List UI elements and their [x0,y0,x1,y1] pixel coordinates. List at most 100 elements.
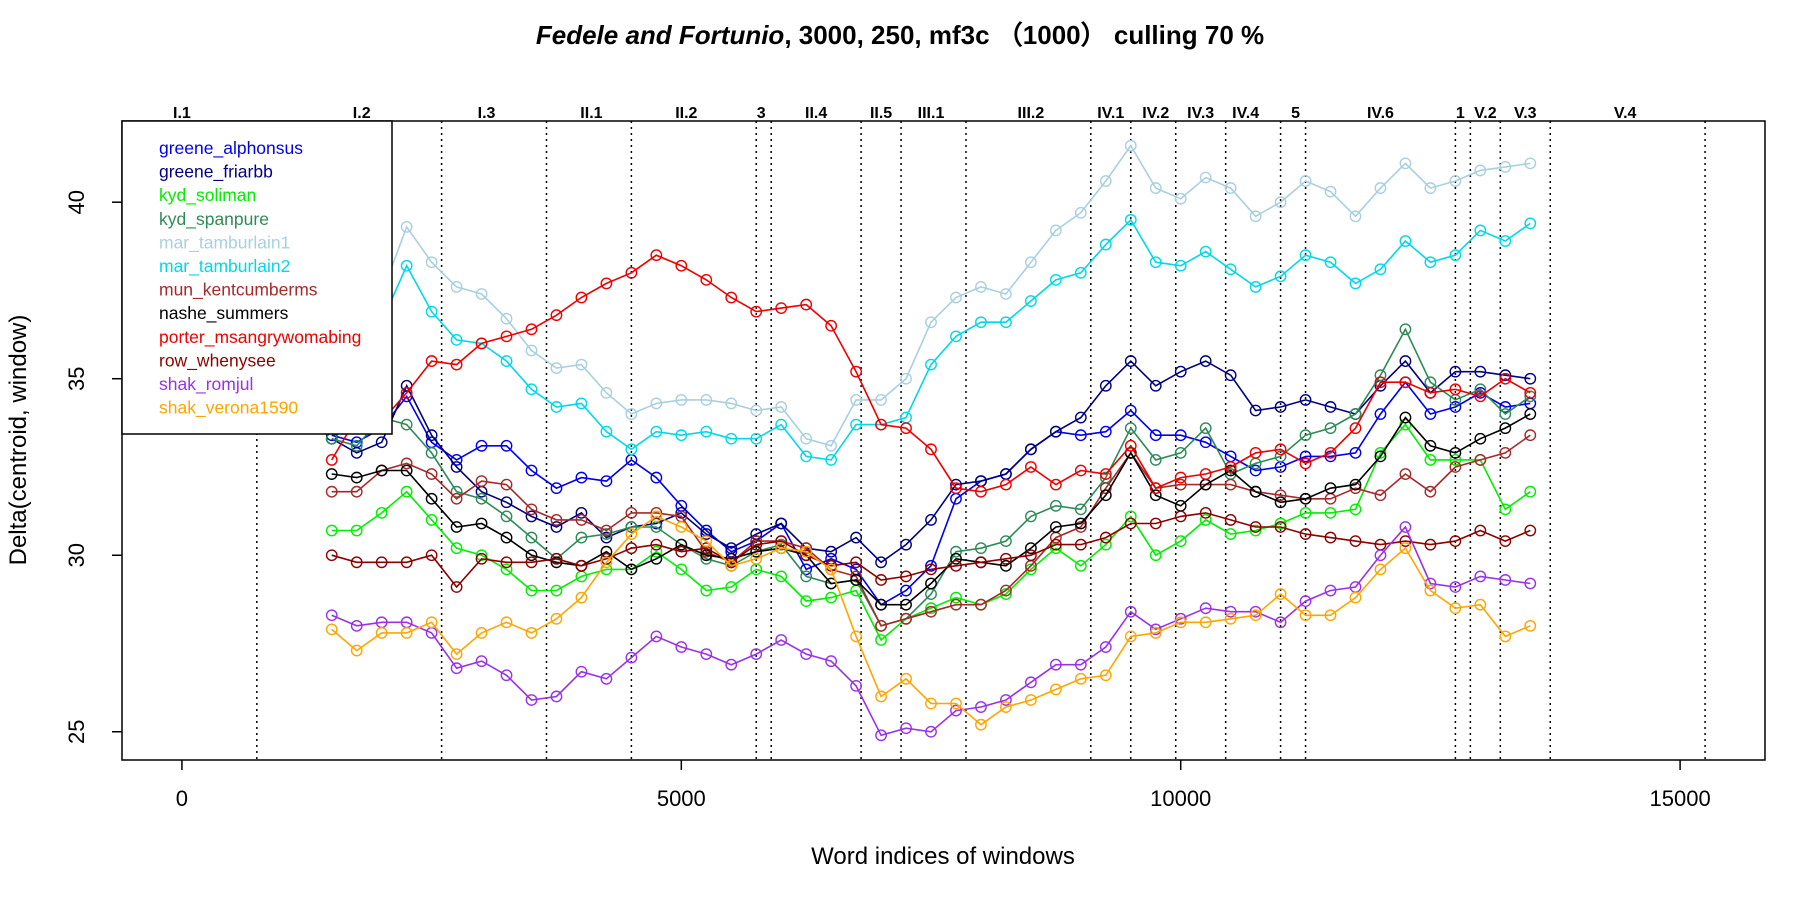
data-point [850,531,863,544]
section-label: 1 [1456,105,1465,122]
data-point [925,577,937,590]
data-point [900,538,912,551]
data-point [625,563,638,576]
data-point [1274,196,1287,209]
series-line [331,515,1531,726]
data-point [1524,577,1537,590]
data-point [600,672,613,685]
data-point [400,386,413,399]
section-label: V.2 [1474,105,1497,122]
data-point [475,552,488,565]
data-point [1124,213,1137,226]
data-point [675,394,688,406]
data-point [1424,584,1437,597]
data-point [975,485,987,498]
data-point [1074,517,1087,530]
data-point [1299,492,1312,505]
data-point [325,468,338,480]
data-point [450,581,463,593]
data-point [1374,408,1387,420]
data-point [1424,439,1437,452]
data-point [425,355,438,367]
data-point [1024,461,1037,473]
data-point [725,559,738,572]
data-point [400,556,413,569]
section-label: II.1 [580,105,602,122]
data-point [375,627,388,639]
data-point [1149,627,1162,639]
data-point [1074,266,1087,279]
data-point [500,478,513,491]
data-point [375,464,388,477]
data-point [1499,369,1512,382]
data-point [700,549,713,562]
data-point [1524,619,1537,632]
data-point [1174,616,1187,629]
data-point [1099,641,1112,653]
data-point [775,517,788,530]
data-point [1449,175,1462,187]
data-point [1499,372,1512,385]
data-point [1299,457,1312,470]
data-point [475,475,488,487]
data-point [800,570,813,583]
data-point [1399,521,1412,533]
data-point [1474,390,1487,403]
data-point [1524,485,1537,498]
data-point [800,432,813,445]
series-line [331,218,1531,461]
data-point [925,602,937,615]
y-tick-label: 30 [64,543,89,567]
data-point [1349,503,1362,516]
data-point [700,528,713,540]
data-point [800,298,813,311]
data-point [1099,175,1112,187]
data-point [500,531,513,544]
data-point [1474,365,1487,378]
data-point [475,439,488,452]
data-point [1049,224,1062,237]
data-point [625,408,638,420]
series-shak_romjul [325,521,1537,742]
data-point [600,524,613,537]
data-point [500,496,513,509]
data-point [1474,454,1487,466]
data-point [550,521,563,533]
data-point [1174,612,1187,625]
data-point [450,358,463,371]
data-point [1324,446,1337,459]
data-point [1224,461,1237,473]
section-markers: I.1 I.2 I.3 II.1 II.2 3 II.4 II.5 III.1 III.2 IV.1… [173,105,1706,760]
data-point [400,221,413,233]
data-point [575,358,588,371]
data-point [1524,524,1537,537]
section-label: II.5 [870,105,892,122]
data-point [900,422,912,435]
data-point [1199,171,1212,184]
data-point [775,401,788,413]
section-label: IV.6 [1367,105,1394,122]
data-point [725,581,738,593]
data-point [700,425,713,438]
data-point [475,549,488,562]
data-point [1474,164,1487,177]
series-line [331,413,1531,606]
data-point [1499,235,1512,247]
data-point [1124,630,1137,643]
data-point [525,464,538,477]
data-point [1249,485,1262,498]
data-point [1149,549,1162,562]
data-point [1399,157,1412,170]
data-point [1049,499,1062,512]
data-point [1224,514,1237,526]
data-point [725,658,738,671]
data-point [1524,390,1537,403]
data-point [450,521,463,533]
data-point [1299,506,1312,519]
data-point [1099,238,1112,251]
x-tick-label: 5000 [657,786,706,811]
data-point [625,528,638,540]
data-point [1499,535,1512,548]
data-point [825,563,838,576]
y-axis: 25 30 35 40 [64,190,122,744]
